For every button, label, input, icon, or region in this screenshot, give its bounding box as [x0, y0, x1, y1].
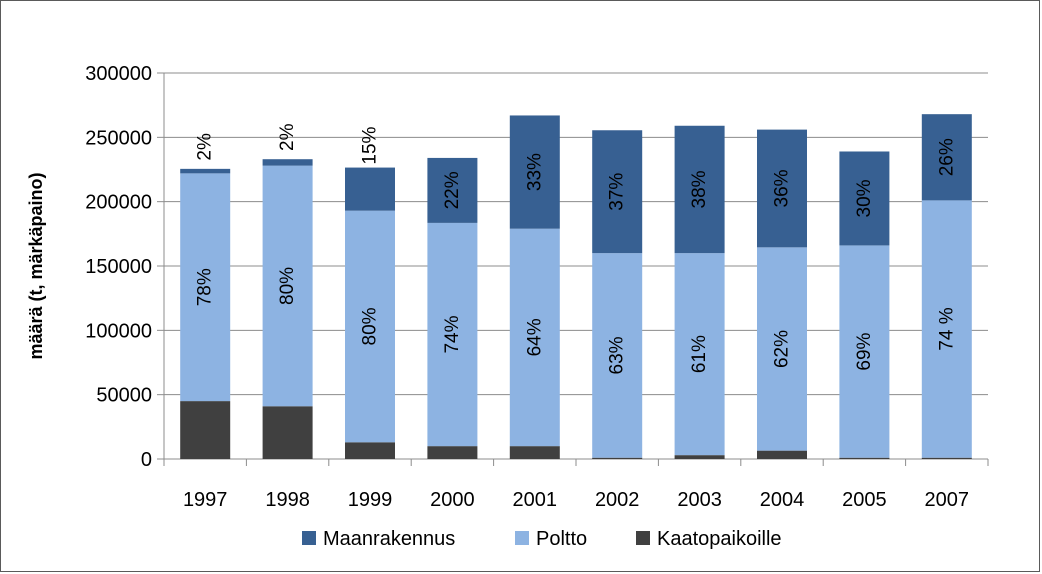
- y-tick-label: 300000: [85, 63, 152, 85]
- x-tick-label: 2007: [925, 489, 970, 511]
- poltto-bar-2001: [509, 228, 560, 447]
- kaatopaikoille-bar-2000: [427, 446, 478, 459]
- y-axis-label: määrä (t, märkäpaino): [26, 172, 46, 359]
- data-label-poltto-2000: 74%: [442, 315, 463, 353]
- data-label-maanrakennus-1999: 15%: [360, 126, 381, 164]
- data-label-poltto-2001: 64%: [524, 318, 545, 356]
- kaatopaikoille-bar-2003: [674, 455, 725, 459]
- maanrakennus-bar-1999: [345, 167, 395, 211]
- data-label-poltto-1999: 80%: [360, 307, 381, 345]
- maanrakennus-bar-1997: [180, 168, 231, 174]
- data-label-maanrakennus-2002: 37%: [607, 173, 628, 211]
- data-label-maanrakennus-2001: 33%: [524, 153, 545, 191]
- maanrakennus-bar-2004: [757, 129, 807, 248]
- maanrakennus-bar-1998: [262, 159, 313, 166]
- y-tick-label: 100000: [85, 320, 152, 342]
- x-tick-label: 1997: [183, 489, 228, 511]
- legend-label-maanrakennus: Maanrakennus: [323, 528, 455, 550]
- maanrakennus-bar-2002: [592, 130, 643, 254]
- poltto-bar-2007: [921, 200, 972, 458]
- y-tick-label: 200000: [85, 192, 152, 214]
- maanrakennus-bar-2000: [427, 157, 478, 223]
- data-label-poltto-2002: 63%: [607, 336, 628, 374]
- poltto-bar-2005: [839, 245, 890, 458]
- x-tick-label: 1998: [265, 489, 310, 511]
- data-label-maanrakennus-1997: 2%: [195, 133, 216, 161]
- kaatopaikoille-bar-2002: [592, 457, 643, 459]
- legend-label-poltto: Poltto: [536, 528, 587, 550]
- legend-label-kaatopaikoille: Kaatopaikoille: [657, 528, 782, 550]
- kaatopaikoille-bar-1997: [180, 401, 231, 459]
- data-label-poltto-2005: 69%: [854, 332, 875, 370]
- data-label-maanrakennus-2004: 36%: [772, 169, 793, 207]
- kaatopaikoille-bar-2004: [757, 450, 807, 459]
- legend-swatch-maanrakennus: [302, 531, 316, 545]
- kaatopaikoille-bar-1999: [345, 442, 395, 459]
- kaatopaikoille-bar-1998: [262, 406, 313, 459]
- data-label-maanrakennus-2007: 26%: [936, 138, 957, 176]
- maanrakennus-bar-2007: [921, 114, 972, 201]
- poltto-bar-1998: [262, 165, 313, 407]
- x-tick-label: 2001: [513, 489, 558, 511]
- poltto-bar-2004: [757, 247, 807, 451]
- x-tick-label: 1999: [348, 489, 393, 511]
- maanrakennus-bar-2001: [509, 115, 560, 229]
- poltto-bar-1997: [180, 173, 231, 402]
- x-tick-label: 2003: [677, 489, 722, 511]
- kaatopaikoille-bar-2005: [839, 457, 890, 459]
- data-label-poltto-2007: 74 %: [936, 307, 957, 350]
- data-label-maanrakennus-2005: 30%: [854, 179, 875, 217]
- maanrakennus-bar-2003: [674, 125, 725, 254]
- x-tick-label: 2002: [595, 489, 640, 511]
- x-tick-label: 2000: [430, 489, 475, 511]
- poltto-bar-2003: [674, 253, 725, 456]
- x-tick-label: 2005: [842, 489, 887, 511]
- y-tick-label: 50000: [96, 385, 152, 407]
- legend-swatch-kaatopaikoille: [636, 531, 650, 545]
- poltto-bar-2000: [427, 222, 478, 447]
- y-tick-label: 150000: [85, 256, 152, 278]
- poltto-bar-1999: [345, 210, 395, 443]
- legend-swatch-poltto: [515, 531, 529, 545]
- y-tick-label: 0: [141, 449, 152, 471]
- kaatopaikoille-bar-2001: [509, 446, 560, 459]
- data-label-maanrakennus-2000: 22%: [442, 171, 463, 209]
- data-label-maanrakennus-2003: 38%: [689, 170, 710, 208]
- data-label-poltto-1998: 80%: [277, 267, 298, 305]
- maanrakennus-bar-2005: [839, 151, 890, 246]
- data-label-poltto-2004: 62%: [772, 330, 793, 368]
- x-tick-label: 2004: [760, 489, 805, 511]
- data-label-poltto-2003: 61%: [689, 335, 710, 373]
- kaatopaikoille-bar-2007: [921, 457, 972, 459]
- poltto-bar-2002: [592, 253, 643, 458]
- y-tick-label: 250000: [85, 127, 152, 149]
- data-label-maanrakennus-1998: 2%: [277, 123, 298, 151]
- data-label-poltto-1997: 78%: [195, 268, 216, 306]
